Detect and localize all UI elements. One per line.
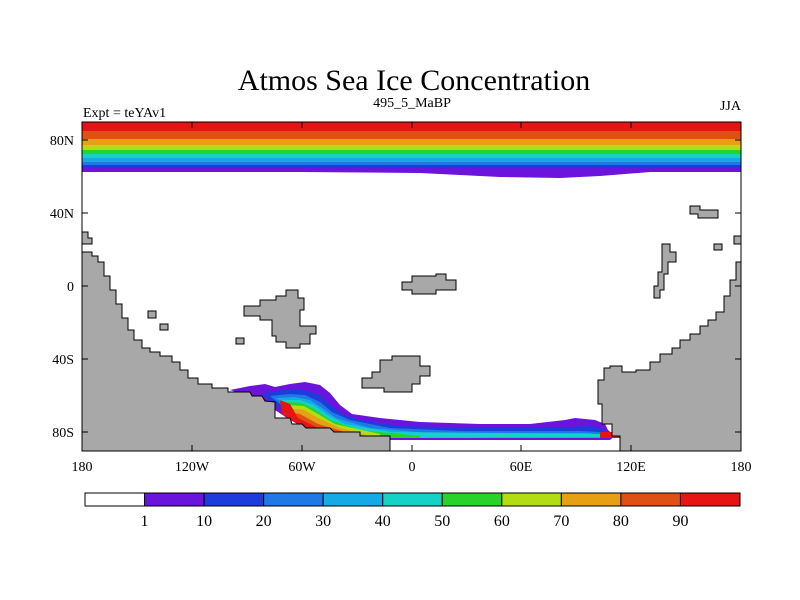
- colorbar-label-90: 90: [672, 513, 688, 530]
- arctic-ice-band-50: [82, 150, 741, 154]
- y-axis: 80N 40N 0 40S 80S: [50, 134, 741, 441]
- colorbar-box-8: [560, 492, 622, 507]
- arctic-ice-band-30: [82, 158, 741, 162]
- colorbar-box-6: [441, 492, 503, 507]
- colorbar-label-70: 70: [553, 513, 569, 530]
- colorbar-box-10: [679, 492, 741, 507]
- land-masses: [82, 205, 741, 451]
- x-label-120e: 120E: [616, 460, 646, 475]
- colorbar-label-40: 40: [375, 513, 391, 530]
- y-label-40s: 40S: [52, 353, 74, 368]
- colorbar-box-5: [382, 492, 443, 507]
- colorbar-label-50: 50: [434, 513, 450, 530]
- island-east-3: [713, 243, 723, 251]
- landmass-central: [243, 289, 317, 349]
- colorbar-box-9: [620, 492, 681, 507]
- island-south-central: [361, 355, 431, 393]
- x-label-60e: 60E: [510, 460, 533, 475]
- experiment-label: Expt = teYAv1: [83, 106, 166, 121]
- antarctic-ice-band-40: [280, 400, 612, 438]
- y-label-80s: 80S: [52, 426, 74, 441]
- colorbar-box-0: [84, 492, 146, 507]
- colorbar-box-2: [203, 492, 265, 507]
- colorbar-label-20: 20: [256, 513, 272, 530]
- colorbar-labels: 1 10 20 30 40 50 60 70 80 90: [141, 513, 689, 530]
- colorbar-label-10: 10: [196, 513, 212, 530]
- arctic-ice-band-40: [82, 154, 741, 158]
- colorbar-label-80: 80: [613, 513, 629, 530]
- colorbar-box-3: [263, 492, 324, 507]
- y-label-0: 0: [67, 280, 74, 295]
- arctic-ice-band-60: [82, 145, 741, 150]
- island-west-3: [159, 323, 169, 331]
- colorbar-box-4: [322, 492, 384, 507]
- colorbar-label-1: 1: [141, 513, 149, 530]
- y-label-40n: 40N: [50, 207, 74, 222]
- x-label-180e: 180: [731, 460, 752, 475]
- arctic-ice-band-10: [82, 165, 741, 168]
- x-label-120w: 120W: [175, 460, 210, 475]
- colorbar-box-7: [501, 492, 562, 507]
- arctic-ice-band-20: [82, 162, 741, 165]
- island-west-1: [82, 231, 93, 245]
- figure-title: Atmos Sea Ice Concentration: [238, 64, 590, 97]
- antarctic-ice-band-70: [288, 408, 370, 438]
- island-equatorial: [401, 273, 457, 295]
- landmass-east: [597, 238, 741, 451]
- colorbar-box-1: [144, 492, 205, 507]
- arctic-sea-ice: [82, 122, 741, 178]
- island-west-4: [235, 337, 245, 345]
- arctic-ice-band-1: [82, 167, 741, 178]
- period-label: 495_5_MaBP: [373, 96, 451, 111]
- antarctic-ice-band-80: [286, 412, 365, 438]
- arctic-ice-band-70: [82, 139, 741, 145]
- x-axis: 180 120W 60W 0 60E 120E 180: [72, 122, 752, 475]
- colorbar-label-30: 30: [315, 513, 331, 530]
- island-east-4: [733, 235, 741, 245]
- y-label-80n: 80N: [50, 134, 74, 149]
- island-west-2: [147, 310, 157, 319]
- arctic-ice-band-80: [82, 131, 741, 139]
- x-label-0: 0: [409, 460, 416, 475]
- colorbar: [84, 492, 741, 507]
- island-east-2: [653, 243, 677, 299]
- landmass-west: [82, 251, 391, 451]
- x-label-180w: 180: [72, 460, 93, 475]
- season-label: JJA: [720, 99, 742, 114]
- x-label-60w: 60W: [288, 460, 316, 475]
- colorbar-label-60: 60: [494, 513, 510, 530]
- antarctic-sea-ice: [230, 382, 622, 440]
- island-east-1: [689, 205, 719, 219]
